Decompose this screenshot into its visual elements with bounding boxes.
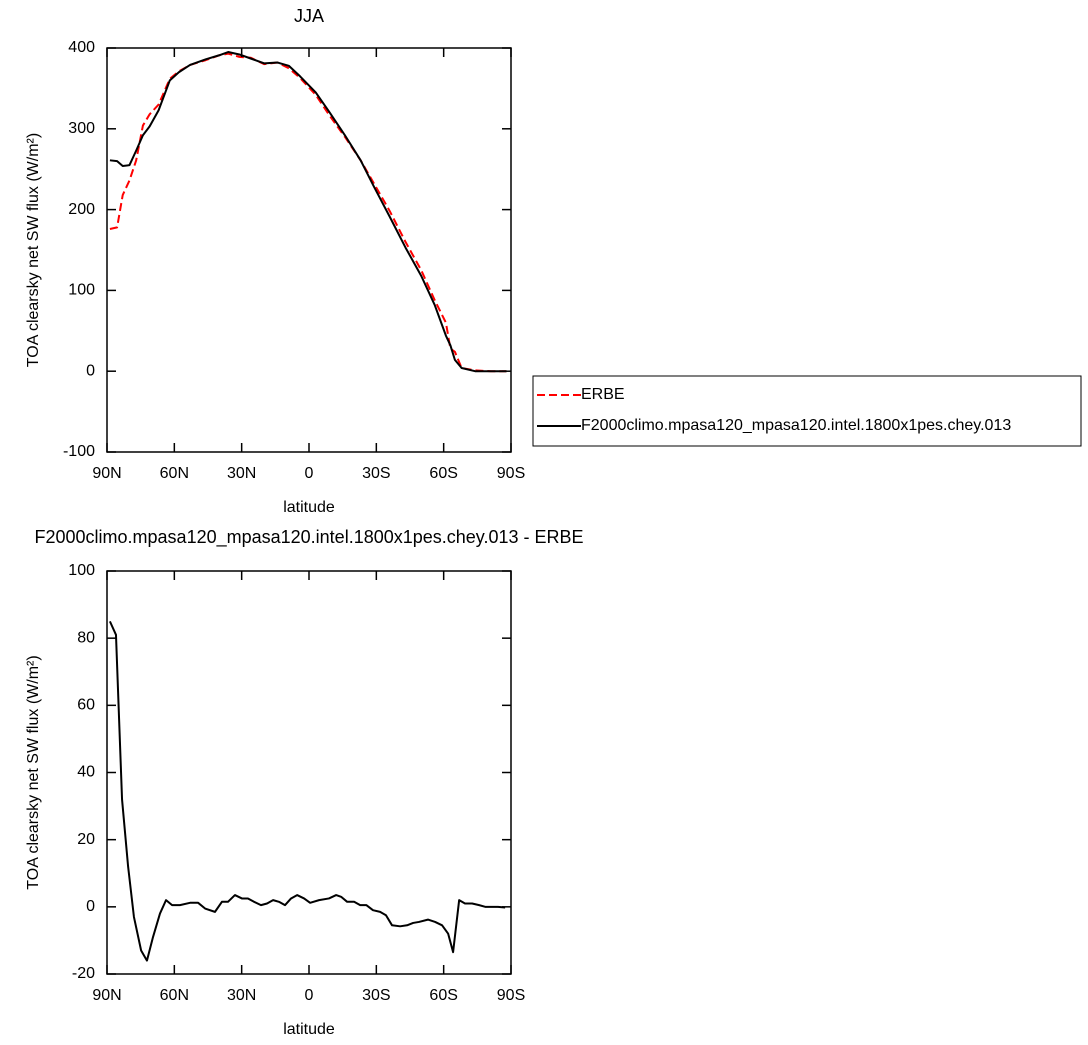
x-tick-label: 30S [362,465,390,482]
y-tick-label: 0 [86,898,95,915]
legend-frame [532,375,1082,447]
x-axis-label: latitude [283,499,335,516]
y-axis-label: TOA clearsky net SW flux (W/m²) [25,133,42,367]
y-tick-label: 100 [68,282,95,299]
plot-frame [106,47,512,453]
x-tick-label: 0 [305,987,314,1004]
x-tick-label: 90N [92,465,121,482]
x-tick-label: 30N [227,465,256,482]
chart-title: F2000climo.mpasa120_mpasa120.intel.1800x… [35,527,584,548]
x-tick-label: 0 [305,465,314,482]
x-tick-label: 60N [160,465,189,482]
y-tick-label: 400 [68,39,95,56]
y-tick-label: 200 [68,201,95,218]
x-tick-label: 90S [497,465,525,482]
plot-frame [106,570,512,975]
x-tick-label: 30S [362,987,390,1004]
y-tick-label: 80 [77,629,95,646]
y-tick-label: 20 [77,831,95,848]
x-tick-label: 60S [429,987,457,1004]
x-tick-label: 90N [92,987,121,1004]
chart-title: JJA [294,6,324,26]
x-tick-label: 60N [160,987,189,1004]
y-tick-label: 60 [77,697,95,714]
data-line [109,52,507,373]
y-tick-label: -100 [63,443,95,460]
y-tick-label: 0 [86,362,95,379]
y-axis-label: TOA clearsky net SW flux (W/m²) [25,655,42,889]
y-tick-label: 300 [68,120,95,137]
y-tick-label: -20 [72,965,95,982]
data-line [109,51,507,373]
y-tick-label: 40 [77,764,95,781]
x-tick-label: 90S [497,987,525,1004]
y-tick-label: 100 [68,562,95,579]
legend-label: ERBE [581,386,625,403]
x-tick-label: 60S [429,465,457,482]
x-axis-label: latitude [283,1021,335,1038]
data-line [109,620,506,962]
legend-label: F2000climo.mpasa120_mpasa120.intel.1800x… [581,417,1011,434]
x-tick-label: 30N [227,987,256,1004]
